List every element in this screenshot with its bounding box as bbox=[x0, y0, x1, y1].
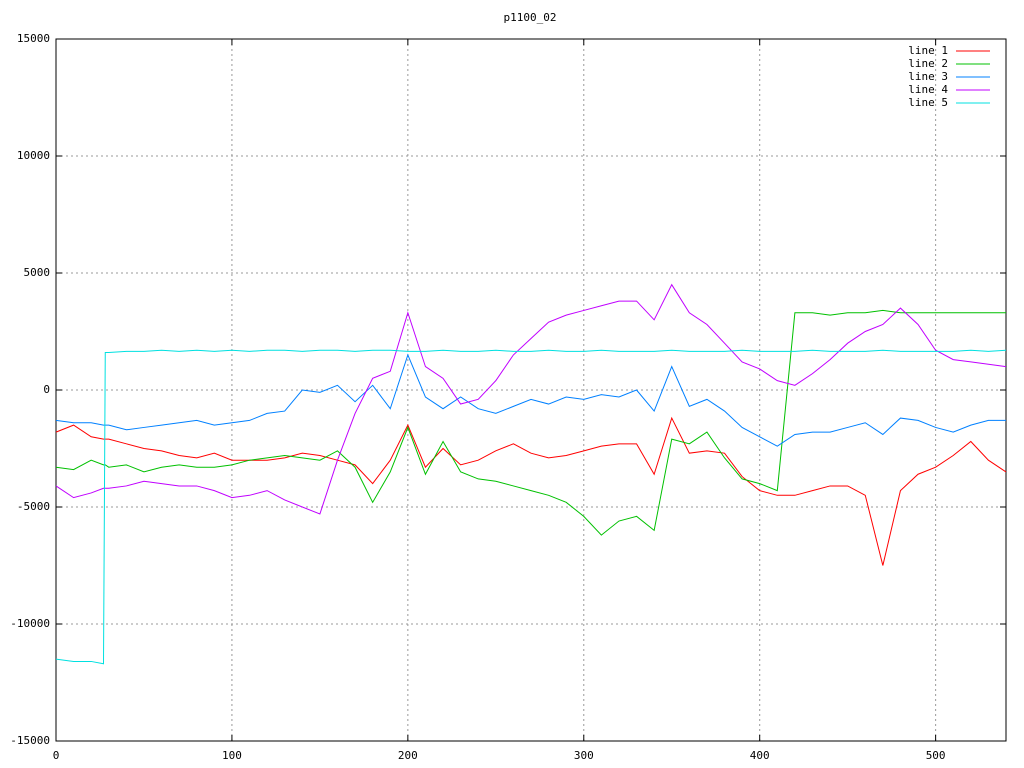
x-tick-label: 0 bbox=[53, 749, 60, 762]
plot-frame bbox=[55, 38, 1007, 742]
y-tick-label: -15000 bbox=[10, 734, 50, 747]
legend-label: line 2 bbox=[908, 57, 948, 70]
y-tick-label: 10000 bbox=[17, 149, 50, 162]
x-tick-label: 200 bbox=[398, 749, 418, 762]
legend-label: line 3 bbox=[908, 70, 948, 83]
y-tick-label: -5000 bbox=[17, 500, 50, 513]
chart-title: p1100_02 bbox=[504, 11, 557, 24]
y-tick-label: 15000 bbox=[17, 32, 50, 45]
legend-label: line 4 bbox=[908, 83, 948, 96]
x-tick-label: 300 bbox=[574, 749, 594, 762]
data-line bbox=[55, 349, 1007, 665]
y-tick-label: -10000 bbox=[10, 617, 50, 630]
y-tick-label: 0 bbox=[43, 383, 50, 396]
data-line bbox=[55, 353, 1006, 447]
data-line bbox=[55, 283, 1007, 515]
x-tick-label: 400 bbox=[750, 749, 770, 762]
legend-label: line 5 bbox=[908, 96, 948, 109]
data-line bbox=[55, 416, 1007, 566]
x-tick-label: 100 bbox=[222, 749, 242, 762]
data-line bbox=[55, 309, 1006, 536]
x-tick-label: 500 bbox=[926, 749, 946, 762]
y-tick-label: 5000 bbox=[24, 266, 51, 279]
legend-label: line 1 bbox=[908, 44, 948, 57]
